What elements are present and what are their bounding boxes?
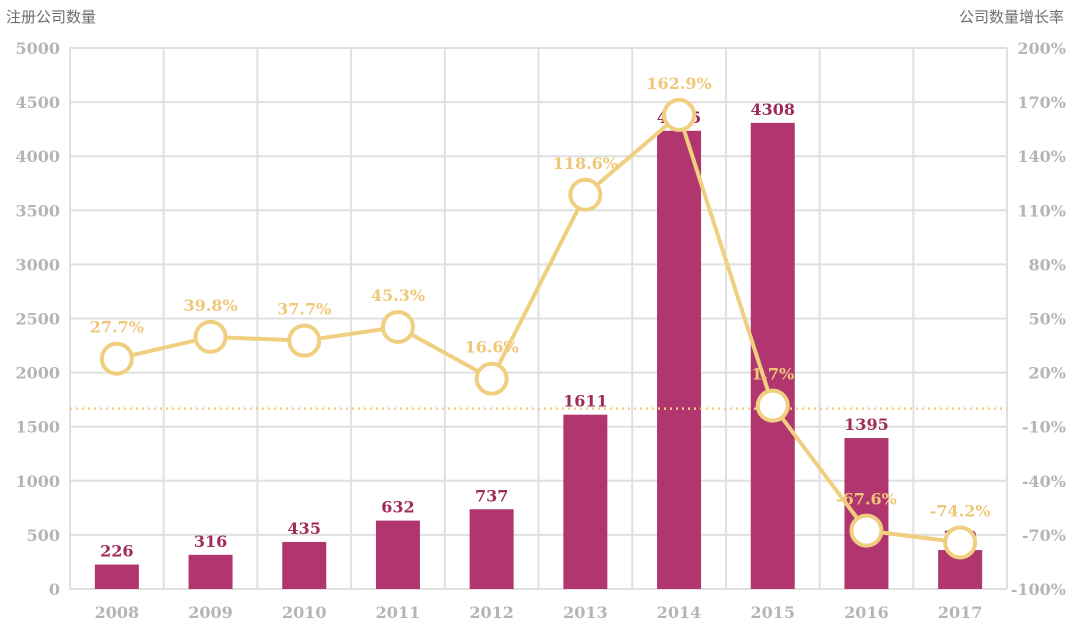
bar-value-label: 435 — [288, 519, 321, 538]
left-axis-title: 注册公司数量 — [6, 8, 97, 26]
bar — [188, 554, 233, 589]
y-right-tick-label: -40% — [1022, 472, 1066, 491]
growth-rate-point — [99, 341, 134, 376]
bar-value-label: 4308 — [750, 100, 795, 119]
y-left-tick-label: 5000 — [15, 39, 60, 58]
bar — [375, 520, 420, 589]
x-tick-label: 2010 — [282, 603, 327, 622]
growth-rate-label: -74.2% — [930, 501, 991, 520]
growth-rate-label: 16.6% — [465, 338, 519, 357]
right-axis-title: 公司数量增长率 — [958, 8, 1064, 26]
x-tick-label: 2011 — [376, 603, 421, 622]
y-left-tick-label: 2000 — [15, 364, 60, 383]
y-right-tick-label: 140% — [1017, 147, 1066, 166]
x-tick-label: 2012 — [469, 603, 514, 622]
growth-rate-label: 39.8% — [183, 296, 237, 315]
bar — [469, 509, 514, 589]
x-tick-label: 2013 — [563, 603, 608, 622]
y-right-tick-label: 110% — [1017, 201, 1066, 220]
y-right-tick-label: 200% — [1017, 39, 1066, 58]
growth-rate-label: 162.9% — [646, 74, 711, 93]
y-right-tick-label: 50% — [1029, 310, 1066, 329]
y-left-tick-label: 2500 — [15, 310, 60, 329]
y-left-tick-label: 0 — [49, 580, 60, 599]
y-left-tick-label: 3000 — [15, 255, 60, 274]
y-left-tick-label: 500 — [27, 526, 60, 545]
growth-rate-point — [849, 513, 884, 548]
bar — [844, 438, 889, 589]
bar-value-label: 1395 — [844, 415, 889, 434]
y-right-tick-label: 170% — [1017, 93, 1066, 112]
growth-rate-label: 37.7% — [277, 300, 331, 319]
growth-rate-point — [755, 388, 790, 423]
y-left-tick-label: 1000 — [15, 472, 60, 491]
y-right-tick-label: -10% — [1022, 418, 1066, 437]
x-tick-label: 2014 — [657, 603, 702, 622]
x-tick-label: 2017 — [938, 603, 983, 622]
x-tick-label: 2009 — [188, 603, 233, 622]
bar-value-label: 1611 — [563, 392, 608, 411]
y-right-tick-label: 80% — [1029, 255, 1066, 274]
growth-rate-point — [568, 177, 603, 212]
bar — [563, 414, 608, 589]
growth-rate-point — [943, 525, 978, 560]
y-left-tick-label: 4000 — [15, 147, 60, 166]
growth-rate-line — [116, 112, 961, 545]
growth-rate-label: 1.7% — [751, 365, 794, 384]
x-tick-label: 2008 — [95, 603, 140, 622]
y-left-tick-label: 3500 — [15, 201, 60, 220]
x-tick-label: 2015 — [750, 603, 795, 622]
growth-rate-label: -67.6% — [836, 490, 897, 509]
growth-rate-point — [662, 97, 697, 132]
y-right-tick-label: -100% — [1011, 580, 1066, 599]
growth-rate-label: 45.3% — [371, 286, 425, 305]
y-left-tick-label: 1500 — [15, 418, 60, 437]
growth-rate-point — [380, 309, 415, 344]
growth-rate-label: 118.6% — [553, 154, 618, 173]
y-right-tick-label: 20% — [1029, 364, 1066, 383]
bar-value-label: 226 — [100, 542, 133, 561]
growth-rate-point — [474, 361, 509, 396]
bar — [282, 541, 327, 589]
y-left-tick-label: 4500 — [15, 93, 60, 112]
bar — [657, 130, 702, 589]
bar — [94, 564, 139, 589]
growth-rate-point — [287, 323, 322, 358]
growth-rate-label: 27.7% — [90, 318, 144, 337]
bar-value-label: 632 — [381, 498, 414, 517]
y-right-tick-label: -70% — [1022, 526, 1066, 545]
bar-value-label: 737 — [475, 486, 508, 505]
bar-value-label: 316 — [194, 532, 227, 551]
growth-rate-point — [193, 319, 228, 354]
x-tick-label: 2016 — [844, 603, 889, 622]
